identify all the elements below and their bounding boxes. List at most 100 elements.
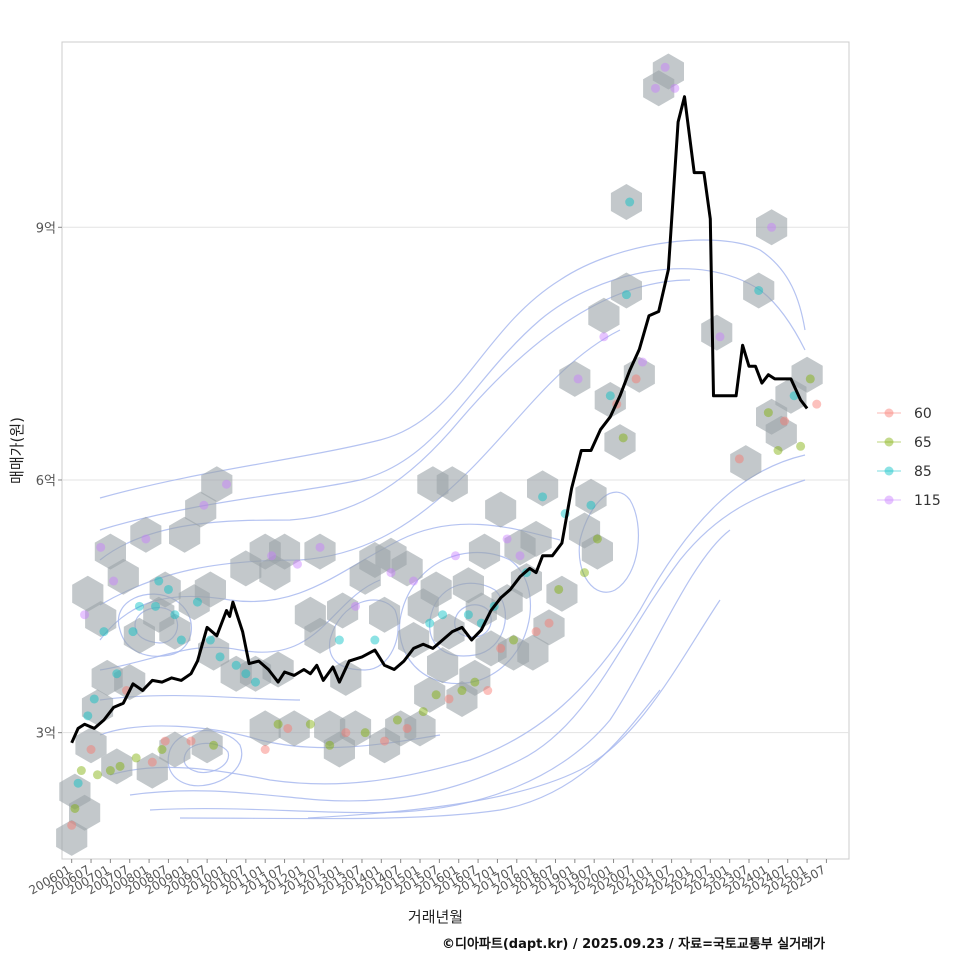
hexbin-cell [330, 659, 362, 696]
hexbin-cell [149, 571, 181, 608]
data-point-65 [70, 803, 80, 813]
data-point-65 [457, 686, 467, 696]
y-axis: 3억 6억 9억 [36, 221, 62, 742]
data-point-85 [112, 669, 122, 679]
legend-key-dot [884, 495, 894, 505]
data-point-85 [163, 584, 173, 594]
hexbin-cell [575, 478, 607, 515]
data-point-85 [154, 576, 164, 586]
hexbin-cell [185, 491, 217, 528]
data-point-85 [621, 290, 631, 300]
data-point-115 [409, 576, 419, 586]
data-point-65 [580, 568, 590, 578]
data-point-65 [92, 770, 102, 780]
hexbin-cell [107, 558, 139, 595]
density-contour [149, 529, 731, 814]
hexbin-cell [304, 533, 336, 570]
data-point-65 [418, 707, 428, 717]
hexbin-cell [791, 356, 823, 393]
hexbin-cell [369, 596, 401, 633]
hexbin-cell [517, 634, 549, 671]
hexbin-cell [249, 710, 281, 747]
data-point-85 [83, 711, 93, 721]
hexbin-cell [159, 731, 191, 768]
hexbin-cell [159, 613, 191, 650]
data-point-65 [105, 766, 115, 776]
x-axis-title: 거래년월 [408, 908, 463, 926]
data-point-60 [160, 736, 170, 746]
hexbin-cell [765, 415, 797, 452]
hexbin-cell [201, 466, 233, 503]
data-point-65 [115, 761, 125, 771]
hexbin-cell [398, 622, 430, 658]
hexbin-cell [594, 382, 626, 418]
hexbin-cell [701, 314, 733, 351]
data-point-85 [605, 391, 615, 401]
hexbin-cell [56, 819, 88, 856]
hexbin-cell [420, 571, 452, 608]
plot-panel [61, 41, 850, 860]
data-point-65 [209, 740, 219, 750]
data-point-115 [451, 551, 460, 561]
density-contour [179, 689, 661, 820]
data-point-85 [89, 694, 99, 704]
data-point-60 [734, 454, 744, 464]
data-point-65 [392, 715, 402, 725]
hexbin-cell [304, 617, 336, 654]
legend-key-dot [884, 466, 894, 476]
data-point-115 [267, 551, 277, 561]
hexbin-cell [94, 533, 126, 570]
data-point-60 [67, 820, 77, 830]
hexbin-cell [581, 533, 613, 570]
hexbin-cell [69, 794, 101, 831]
data-point-85 [134, 601, 144, 611]
hexbin-cell [436, 466, 468, 503]
legend-key-dot [884, 408, 894, 418]
y-tick-label: 3억 [36, 727, 56, 742]
hexbin-cell [198, 634, 230, 671]
data-point-115 [660, 62, 670, 72]
data-point-65 [509, 635, 519, 645]
data-point-60 [779, 416, 789, 426]
hexbin-cell [427, 647, 459, 684]
data-point-85 [231, 660, 241, 670]
hexbin-cell [465, 592, 497, 629]
hexbin-cell [756, 209, 788, 246]
hexbin-cell [414, 676, 446, 713]
hexbin-cell [730, 445, 762, 482]
data-point-60 [402, 723, 412, 733]
hexbin-cell [743, 272, 775, 309]
data-point-65 [773, 446, 783, 455]
data-point-115 [315, 542, 325, 552]
density-contour [99, 329, 621, 606]
density-contour [117, 593, 192, 657]
data-point-65 [157, 745, 167, 755]
hexbin-cell [130, 516, 162, 553]
hexbin-cell [652, 53, 684, 90]
median-trend-line [70, 95, 809, 744]
data-point-60 [544, 618, 554, 628]
data-point-85 [151, 601, 161, 611]
data-point-60 [86, 745, 96, 755]
legend-label: 115 [914, 493, 941, 509]
hexbin-cell [136, 752, 168, 789]
hexbin-cell [520, 520, 552, 557]
data-point-65 [76, 766, 86, 776]
data-point-65 [805, 374, 815, 384]
data-point-85 [334, 635, 344, 645]
data-point-60 [496, 643, 506, 653]
hexbin-cell [559, 360, 591, 397]
data-point-65 [470, 677, 480, 687]
data-point-85 [170, 610, 180, 620]
data-point-85 [438, 610, 448, 620]
hexbin-cell [459, 659, 491, 696]
legend-label: 85 [914, 464, 932, 480]
scatter-points [67, 62, 822, 830]
data-point-85 [73, 778, 83, 788]
hexbin-cell [169, 516, 201, 553]
data-point-115 [386, 568, 396, 578]
data-point-65 [796, 441, 806, 451]
data-point-60 [147, 757, 157, 767]
legend-label: 60 [914, 406, 932, 422]
